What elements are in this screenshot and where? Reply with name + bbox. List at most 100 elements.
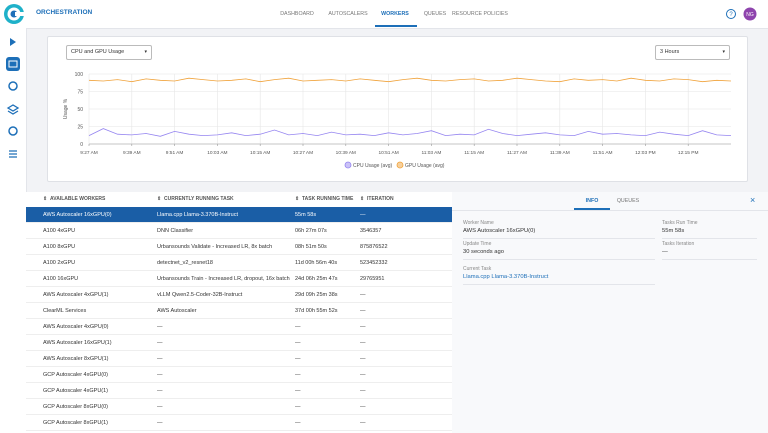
usage-chart: 02550751009:27 AM9:39 AM9:51 AM10:03 AM1…: [48, 37, 747, 181]
x-tick-label: 10:39 AM: [336, 150, 356, 156]
table-cell: —: [360, 399, 366, 415]
nav-tab[interactable]: AUTOSCALERS: [328, 11, 367, 17]
table-cell: 37d 00h 55m 52s: [295, 303, 338, 319]
details-tab[interactable]: INFO: [586, 198, 599, 204]
nav-tab[interactable]: DASHBOARD: [280, 11, 314, 17]
table-cell: 29765951: [360, 271, 384, 287]
field-value: AWS Autoscaler 16xGPU(0): [463, 228, 535, 234]
nav-icon[interactable]: [10, 38, 16, 46]
table-cell: —: [157, 383, 163, 399]
nav-icon[interactable]: [9, 82, 17, 90]
x-tick-label: 11:03 AM: [421, 150, 441, 156]
table-cell: Urbansounds Train - Increased LR, dropou…: [157, 271, 290, 287]
table-cell: GCP Autoscaler 8xGPU(0): [43, 399, 108, 415]
x-tick-label: 12:15 PM: [678, 150, 699, 156]
table-cell: —: [360, 319, 366, 335]
table-cell: —: [295, 351, 301, 367]
close-button[interactable]: ×: [750, 195, 755, 205]
nav-icon[interactable]: [9, 127, 17, 135]
table-cell: GCP Autoscaler 8xGPU(1): [43, 415, 108, 431]
svg-text:?: ?: [729, 12, 733, 18]
table-cell: —: [360, 367, 366, 383]
table-cell: DNN Classifier: [157, 223, 193, 239]
field-divider: [662, 259, 757, 260]
table-cell: detectnet_v2_resnet18: [157, 255, 213, 271]
column-header[interactable]: TASK RUNNING TIME: [302, 192, 353, 207]
chart-panel: CPU and GPU Usage▾ 3 Hours▾ 02550751009:…: [47, 36, 748, 182]
table-cell: —: [360, 287, 366, 303]
table-cell: —: [295, 399, 301, 415]
table-cell: AWS Autoscaler 16xGPU(1): [43, 335, 112, 351]
table-cell: 29d 09h 25m 38s: [295, 287, 338, 303]
legend-label: CPU Usage (avg): [353, 163, 393, 169]
table-cell: 523452332: [360, 255, 388, 271]
table-row[interactable]: [26, 303, 452, 319]
series-line: [89, 129, 731, 137]
field-value: 55m 58s: [662, 228, 684, 234]
table-cell: —: [157, 319, 163, 335]
sort-icon[interactable]: ⇕: [157, 192, 161, 207]
field-value: 30 seconds ago: [463, 249, 504, 255]
x-tick-label: 10:27 AM: [293, 150, 313, 156]
table-cell: ClearML Services: [43, 303, 86, 319]
table-cell: 24d 06h 25m 47s: [295, 271, 338, 287]
x-tick-label: 9:39 AM: [123, 150, 141, 156]
legend-marker: [397, 162, 403, 168]
column-header[interactable]: CURRENTLY RUNNING TASK: [164, 192, 234, 207]
workers-table: ⇕AVAILABLE WORKERS⇕CURRENTLY RUNNING TAS…: [26, 192, 452, 433]
nav-tab[interactable]: QUEUES: [424, 11, 446, 17]
field-divider: [463, 284, 655, 285]
table-row[interactable]: [26, 255, 452, 271]
details-tab[interactable]: QUEUES: [617, 198, 639, 204]
sidebar-icons: [0, 28, 26, 178]
nav-icon[interactable]: [9, 151, 17, 157]
column-header[interactable]: AVAILABLE WORKERS: [50, 192, 105, 207]
field-divider: [463, 238, 655, 239]
nav-icon[interactable]: [8, 105, 18, 114]
y-tick-label: 100: [75, 72, 84, 78]
x-tick-label: 11:51 AM: [593, 150, 613, 156]
table-cell: —: [360, 415, 366, 431]
nav-tab[interactable]: WORKERS: [381, 11, 409, 17]
help-icon[interactable]: ?: [725, 8, 737, 20]
table-cell: A100 4xGPU: [43, 223, 75, 239]
field-value[interactable]: Llama.cpp Llama-3.370B-Instruct: [463, 274, 548, 280]
table-cell: vLLM Qwen2.5-Coder-32B-Instruct: [157, 287, 242, 303]
avatar[interactable]: NG: [743, 7, 757, 21]
table-cell: —: [157, 335, 163, 351]
table-cell: A100 8xGPU: [43, 239, 75, 255]
table-cell: —: [157, 367, 163, 383]
y-axis-label: Usage %: [63, 98, 69, 119]
table-cell: —: [295, 415, 301, 431]
nav-icon-active[interactable]: [6, 57, 20, 71]
table-row[interactable]: [26, 223, 452, 239]
field-label: Update Time: [463, 241, 491, 247]
table-cell: GCP Autoscaler 4xGPU(0): [43, 367, 108, 383]
table-cell: AWS Autoscaler: [157, 303, 197, 319]
table-cell: AWS Autoscaler 8xGPU(1): [43, 351, 109, 367]
table-cell: 06h 27m 07s: [295, 223, 327, 239]
nav-tab[interactable]: RESOURCE POLICIES: [452, 11, 508, 17]
logo[interactable]: [3, 3, 25, 25]
table-cell: Llama.cpp Llama-3.370B-Instruct: [157, 207, 238, 223]
top-bar: ORCHESTRATION ? NG DASHBOARDAUTOSCALERSW…: [0, 0, 768, 29]
table-cell: 08h 51m 50s: [295, 239, 327, 255]
sort-icon[interactable]: ⇕: [360, 192, 364, 207]
x-tick-label: 9:27 AM: [80, 150, 98, 156]
x-tick-label: 10:03 AM: [207, 150, 227, 156]
sort-icon[interactable]: ⇕: [295, 192, 299, 207]
series-line: [89, 78, 731, 82]
legend-marker: [345, 162, 351, 168]
sort-icon[interactable]: ⇕: [43, 192, 47, 207]
x-tick-label: 12:03 PM: [635, 150, 656, 156]
table-cell: —: [295, 335, 301, 351]
field-label: Worker Name: [463, 220, 494, 226]
table-cell: A100 2xGPU: [43, 255, 75, 271]
column-header[interactable]: ITERATION: [367, 192, 394, 207]
y-tick-label: 75: [77, 89, 83, 95]
y-tick-label: 25: [77, 124, 83, 130]
x-tick-label: 11:15 AM: [464, 150, 484, 156]
active-tab-underline: [375, 25, 417, 27]
table-cell: AWS Autoscaler 16xGPU(0): [43, 207, 112, 223]
